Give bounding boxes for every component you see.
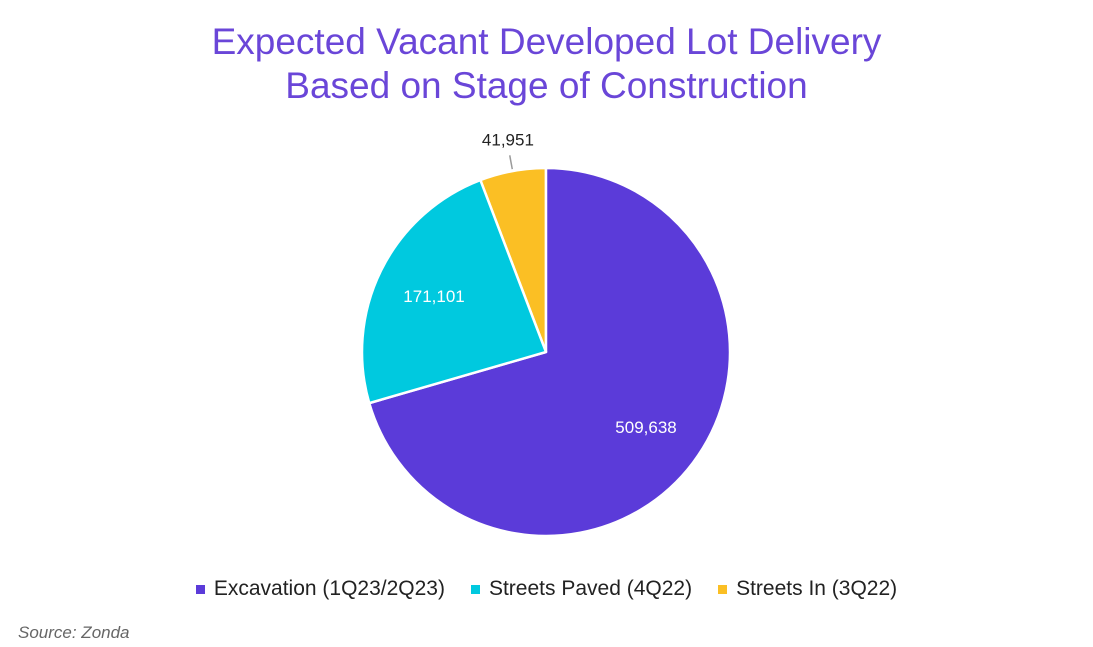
data-label-2: 171,101	[403, 287, 464, 306]
legend-label-excavation: Excavation (1Q23/2Q23)	[213, 577, 445, 600]
data-label-1: 509,638	[615, 418, 676, 437]
pie-slices	[360, 166, 732, 538]
chart-title-line-2: Based on Stage of Construction	[285, 65, 808, 106]
chart-legend: Excavation (1Q23/2Q23) Streets Paved (4Q…	[0, 577, 1093, 601]
pie-labels: 41,951 509,638 171,101	[403, 130, 676, 437]
legend-swatch-excavation	[195, 584, 205, 594]
chart-title-line-1: Expected Vacant Developed Lot Delivery	[211, 21, 882, 62]
pie-slice-2	[360, 178, 548, 405]
leader-line-0	[508, 155, 514, 170]
legend-label-streets-in: Streets In (3Q22)	[736, 577, 898, 600]
legend-swatch-streets-in	[718, 584, 728, 594]
pie-slice-1	[367, 166, 732, 538]
legend-item-streets-paved: Streets Paved (4Q22)	[470, 577, 693, 601]
chart-title: Expected Vacant Developed Lot Delivery B…	[0, 20, 1093, 108]
legend-swatch-streets-paved	[470, 584, 480, 594]
data-label-0: 41,951	[482, 130, 534, 149]
legend-item-streets-in: Streets In (3Q22)	[718, 577, 897, 601]
legend-item-excavation: Excavation (1Q23/2Q23)	[195, 577, 445, 601]
legend-label-streets-paved: Streets Paved (4Q22)	[488, 577, 693, 600]
source-note: Source: Zonda	[18, 623, 130, 642]
